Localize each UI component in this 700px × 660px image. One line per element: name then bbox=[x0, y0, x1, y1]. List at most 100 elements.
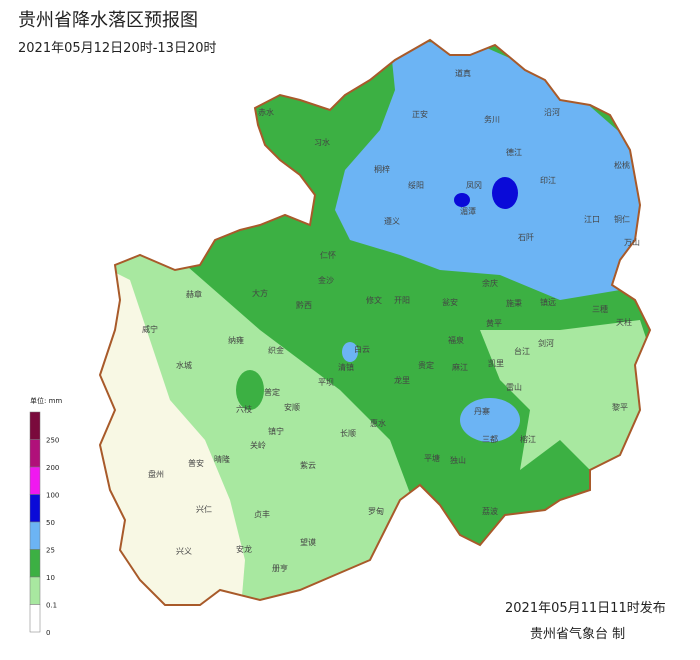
place-label: 镇远 bbox=[540, 297, 556, 307]
legend-tick-label: 50 bbox=[46, 519, 55, 527]
issue-time: 2021年05月11日11时发布 bbox=[505, 600, 666, 616]
place-label: 正安 bbox=[412, 109, 428, 119]
legend-tick-label: 250 bbox=[46, 437, 59, 445]
place-label: 铜仁 bbox=[614, 214, 630, 224]
place-label: 三都 bbox=[482, 435, 498, 444]
place-label: 独山 bbox=[450, 455, 466, 465]
legend: 单位: mm 250 200 100 50 25 10 0.1 0 bbox=[29, 396, 62, 637]
map-subtitle: 2021年05月12日20时-13日20时 bbox=[18, 41, 217, 56]
place-label: 道真 bbox=[455, 68, 471, 78]
area-10-25-spot bbox=[236, 370, 264, 410]
legend-tick-label: 10 bbox=[46, 574, 55, 582]
place-label: 天柱 bbox=[616, 317, 632, 327]
place-label: 修文 bbox=[366, 295, 382, 305]
place-label: 大方 bbox=[252, 288, 268, 298]
place-label: 水城 bbox=[176, 360, 192, 370]
area-below-0.1 bbox=[100, 260, 245, 605]
legend-swatch bbox=[29, 576, 41, 605]
place-label: 沿河 bbox=[544, 107, 560, 117]
place-label: 习水 bbox=[314, 137, 330, 147]
area-50-100 bbox=[492, 177, 518, 209]
place-label: 晴隆 bbox=[214, 454, 230, 464]
place-label: 桐梓 bbox=[374, 164, 390, 174]
place-label: 长顺 bbox=[340, 428, 356, 438]
area-0.1-10-east bbox=[480, 320, 650, 480]
legend-swatch bbox=[29, 549, 41, 578]
area-25-50-south bbox=[460, 398, 520, 442]
place-label: 盘州 bbox=[148, 469, 164, 479]
map-title: 贵州省降水落区预报图 bbox=[18, 10, 198, 31]
place-label: 江口 bbox=[584, 215, 600, 224]
place-label: 白云 bbox=[354, 344, 370, 354]
place-label: 剑河 bbox=[538, 338, 554, 348]
legend-tick-label: 0 bbox=[46, 629, 50, 637]
place-label: 镇宁 bbox=[268, 426, 284, 436]
place-label: 余庆 bbox=[482, 278, 498, 288]
place-label: 德江 bbox=[506, 147, 522, 157]
place-label: 普安 bbox=[188, 458, 204, 468]
place-label: 兴义 bbox=[176, 547, 192, 556]
place-label: 清镇 bbox=[338, 362, 354, 372]
place-label: 松桃 bbox=[614, 160, 630, 170]
legend-unit: 单位: mm bbox=[30, 396, 62, 405]
legend-swatch bbox=[29, 411, 41, 440]
place-label: 赤水 bbox=[258, 107, 274, 117]
legend-swatch bbox=[29, 439, 41, 468]
place-label: 平坝 bbox=[318, 378, 334, 387]
place-label: 紫云 bbox=[300, 461, 316, 470]
place-label: 六枝 bbox=[236, 404, 252, 414]
place-label: 开阳 bbox=[394, 296, 410, 305]
place-label: 龙里 bbox=[394, 375, 410, 385]
area-25-50-spot bbox=[342, 342, 358, 362]
legend-tick-label: 25 bbox=[46, 547, 55, 555]
precipitation-areas bbox=[100, 40, 650, 605]
area-50-100-b bbox=[454, 193, 470, 207]
place-label: 三穗 bbox=[592, 304, 608, 314]
legend-tick-label: 100 bbox=[46, 492, 59, 500]
place-label: 台江 bbox=[514, 346, 530, 356]
place-label: 仁怀 bbox=[320, 250, 336, 260]
place-label: 雷山 bbox=[506, 382, 522, 392]
place-label: 凤冈 bbox=[466, 181, 482, 190]
place-label: 万山 bbox=[624, 237, 640, 247]
place-label: 赫章 bbox=[186, 289, 202, 299]
place-label: 凯里 bbox=[488, 358, 504, 368]
place-label: 遵义 bbox=[384, 216, 400, 226]
agency: 贵州省气象台 制 bbox=[530, 626, 625, 642]
area-25-50 bbox=[335, 40, 650, 300]
place-label: 贵定 bbox=[418, 360, 434, 370]
place-label: 丹寨 bbox=[474, 406, 490, 416]
place-label: 纳雍 bbox=[228, 335, 244, 345]
legend-swatch bbox=[29, 521, 41, 550]
place-label: 金沙 bbox=[318, 275, 334, 285]
legend-tick-label: 0.1 bbox=[46, 602, 57, 610]
legend-swatch bbox=[29, 466, 41, 495]
place-label: 麻江 bbox=[452, 362, 468, 372]
place-label: 福泉 bbox=[448, 335, 464, 345]
legend-tick-label: 200 bbox=[46, 464, 59, 472]
place-label: 安顺 bbox=[284, 402, 300, 412]
place-label: 施秉 bbox=[506, 298, 522, 308]
place-label: 安龙 bbox=[236, 544, 252, 554]
place-label: 关岭 bbox=[250, 440, 266, 450]
place-label: 印江 bbox=[540, 176, 556, 185]
place-label: 瓮安 bbox=[442, 297, 458, 307]
place-label: 黔西 bbox=[296, 300, 312, 310]
place-label: 普定 bbox=[264, 387, 280, 397]
place-label: 务川 bbox=[484, 114, 500, 124]
place-label: 惠水 bbox=[370, 418, 386, 428]
place-label: 威宁 bbox=[142, 324, 158, 334]
place-label: 罗甸 bbox=[368, 506, 384, 516]
place-label: 黎平 bbox=[612, 402, 628, 412]
place-label: 望谟 bbox=[300, 537, 316, 547]
place-label: 榕江 bbox=[520, 434, 536, 444]
place-label: 贞丰 bbox=[254, 509, 270, 519]
legend-swatch bbox=[29, 604, 41, 633]
place-label: 荔波 bbox=[482, 506, 498, 516]
place-label: 绥阳 bbox=[408, 180, 424, 190]
place-label: 平塘 bbox=[424, 453, 440, 463]
place-label: 黄平 bbox=[486, 318, 502, 328]
place-label: 湄潭 bbox=[460, 207, 476, 216]
place-label: 兴仁 bbox=[196, 504, 212, 514]
